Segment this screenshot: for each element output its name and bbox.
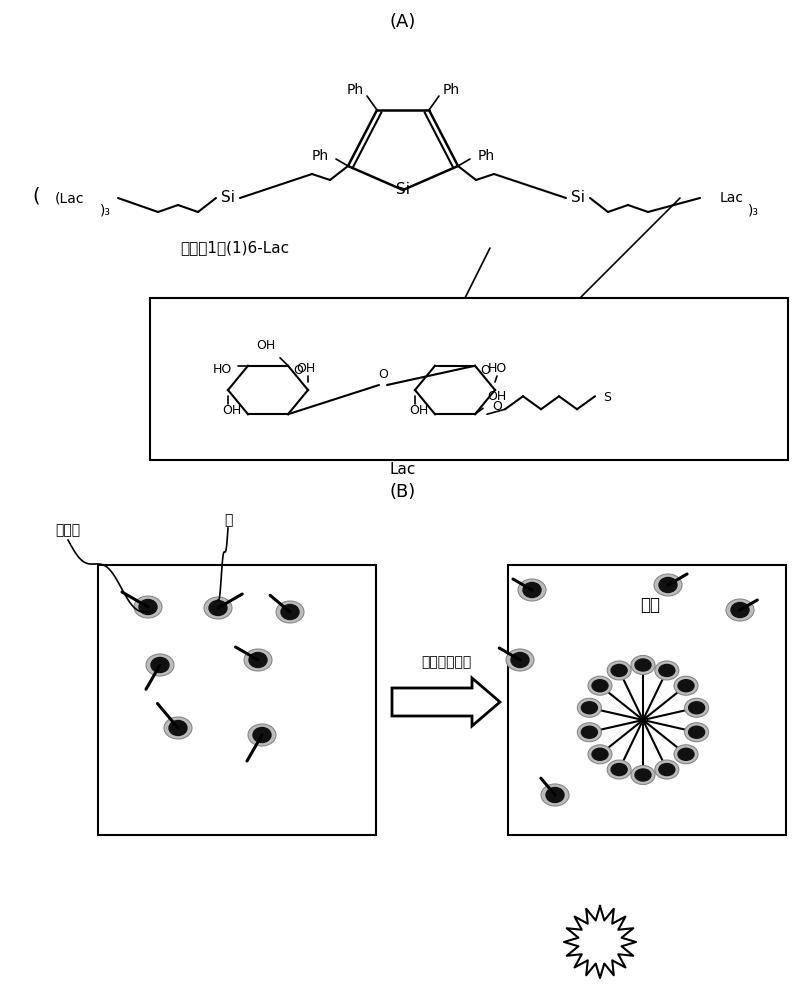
Ellipse shape — [139, 599, 157, 614]
Text: 发光: 发光 — [640, 596, 660, 614]
Text: )₃: )₃ — [748, 203, 759, 217]
Ellipse shape — [577, 723, 601, 742]
Ellipse shape — [607, 661, 631, 680]
Text: Ph: Ph — [442, 83, 459, 97]
Ellipse shape — [592, 748, 608, 760]
Text: O: O — [492, 400, 502, 413]
Ellipse shape — [588, 676, 612, 695]
Ellipse shape — [688, 702, 705, 714]
Text: OH: OH — [257, 339, 276, 352]
Ellipse shape — [592, 680, 608, 692]
Ellipse shape — [631, 766, 655, 784]
Ellipse shape — [249, 652, 267, 668]
Text: Ph: Ph — [478, 149, 495, 163]
Ellipse shape — [248, 724, 276, 746]
Ellipse shape — [611, 664, 627, 676]
Text: HO: HO — [487, 361, 507, 374]
Ellipse shape — [731, 602, 749, 617]
Text: O: O — [378, 368, 388, 381]
Ellipse shape — [607, 760, 631, 779]
Text: Si: Si — [571, 190, 585, 206]
Text: (A): (A) — [390, 13, 416, 31]
Ellipse shape — [654, 661, 679, 680]
Ellipse shape — [654, 574, 682, 596]
Ellipse shape — [546, 788, 564, 802]
Text: Lac: Lac — [390, 462, 416, 478]
Ellipse shape — [659, 664, 675, 676]
Ellipse shape — [659, 764, 675, 776]
Ellipse shape — [581, 702, 597, 714]
Ellipse shape — [678, 680, 694, 692]
Ellipse shape — [674, 745, 698, 764]
Ellipse shape — [146, 654, 174, 676]
Ellipse shape — [511, 652, 529, 668]
Ellipse shape — [541, 784, 569, 806]
Bar — [508, 565, 786, 835]
Ellipse shape — [581, 726, 597, 738]
Text: O: O — [293, 363, 303, 376]
Ellipse shape — [244, 649, 272, 671]
Ellipse shape — [674, 676, 698, 695]
Text: HO: HO — [212, 363, 232, 376]
Ellipse shape — [523, 582, 541, 597]
Text: 临界胶束浓度: 临界胶束浓度 — [421, 655, 471, 669]
Ellipse shape — [726, 599, 754, 621]
Ellipse shape — [253, 728, 271, 742]
Ellipse shape — [688, 726, 705, 738]
Text: O: O — [480, 363, 490, 376]
Ellipse shape — [678, 748, 694, 760]
Ellipse shape — [134, 596, 162, 618]
Text: OH: OH — [409, 403, 429, 416]
Text: (B): (B) — [390, 483, 416, 501]
Ellipse shape — [654, 760, 679, 779]
Text: Lac: Lac — [720, 191, 744, 205]
Text: 噎嘎哑1形(1)6-Lac: 噎嘎哑1形(1)6-Lac — [180, 240, 289, 255]
Ellipse shape — [659, 578, 677, 592]
Text: OH: OH — [223, 403, 241, 416]
Ellipse shape — [276, 601, 304, 623]
Text: OH: OH — [296, 361, 316, 374]
Text: (Lac: (Lac — [55, 191, 85, 205]
Bar — [150, 298, 788, 460]
Ellipse shape — [588, 745, 612, 764]
Ellipse shape — [684, 723, 709, 742]
Ellipse shape — [631, 656, 655, 674]
Text: Si: Si — [221, 190, 235, 206]
Ellipse shape — [204, 597, 232, 619]
Text: S: S — [603, 391, 611, 404]
Ellipse shape — [577, 698, 601, 717]
Ellipse shape — [281, 604, 299, 619]
Ellipse shape — [209, 600, 227, 615]
Text: OH: OH — [487, 390, 507, 403]
Text: (: ( — [32, 186, 40, 206]
Text: )₃: )₃ — [100, 203, 111, 217]
Ellipse shape — [635, 659, 651, 671]
Ellipse shape — [169, 720, 187, 736]
Text: 噎嘎环: 噎嘎环 — [56, 523, 81, 537]
Ellipse shape — [151, 658, 169, 672]
Ellipse shape — [611, 764, 627, 776]
Text: 糖: 糖 — [224, 513, 232, 527]
Text: Ph: Ph — [312, 149, 328, 163]
Ellipse shape — [518, 579, 546, 601]
Text: Ph: Ph — [346, 83, 364, 97]
Text: Si: Si — [396, 182, 410, 198]
FancyArrow shape — [392, 678, 500, 726]
Ellipse shape — [506, 649, 534, 671]
Ellipse shape — [635, 769, 651, 781]
Bar — [98, 565, 376, 835]
Ellipse shape — [684, 698, 709, 717]
Ellipse shape — [164, 717, 192, 739]
